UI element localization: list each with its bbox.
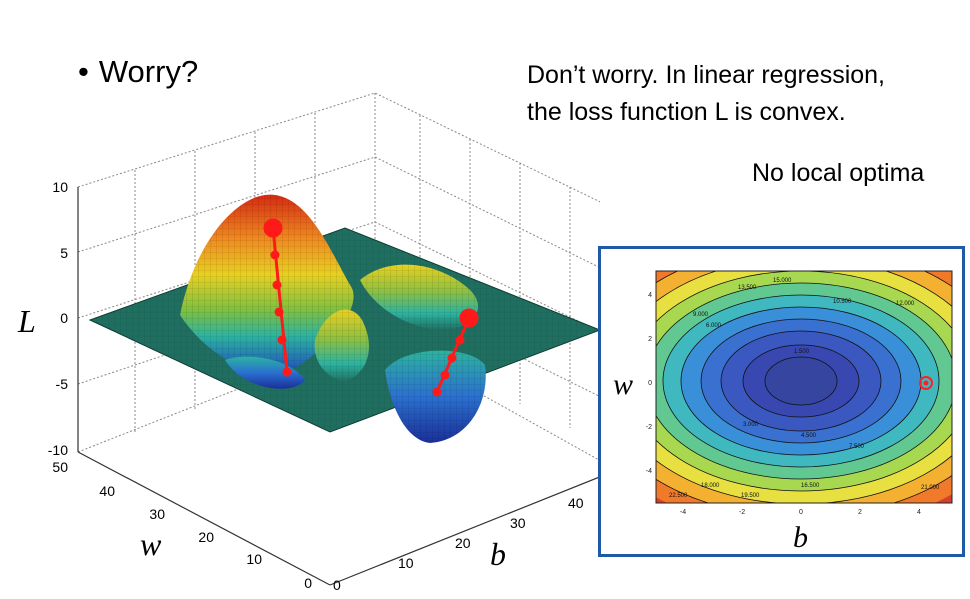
loss-surface-plot: 10 5 0 -5 -10 50 40 30 20 10 0 0 10 20 3… xyxy=(17,92,600,593)
contour-label: 6.000 xyxy=(706,323,722,329)
question-bullet: • Worry? xyxy=(78,54,198,90)
contour-label: 22.500 xyxy=(669,493,688,499)
contour-x-tick: 0 xyxy=(799,509,803,516)
answer-line-2: the loss function L is convex. xyxy=(527,98,846,126)
w-axis-label: w xyxy=(140,526,162,562)
b-tick: 20 xyxy=(455,535,471,551)
contour-y-tick: 0 xyxy=(648,380,652,387)
contour-x-tick: -4 xyxy=(680,509,686,516)
contour-x-tick: -2 xyxy=(739,509,745,516)
w-tick: 40 xyxy=(99,483,115,499)
contour-y-tick: 2 xyxy=(648,336,652,343)
w-tick: 50 xyxy=(52,459,68,475)
w-tick: 30 xyxy=(149,506,165,522)
contour-label: 19.500 xyxy=(741,493,760,499)
question-text: Worry? xyxy=(98,54,199,89)
contour-label: 1.500 xyxy=(794,349,810,355)
contour-plot: 1.500 3.000 4.500 6.000 7.500 9.000 10.5… xyxy=(613,270,953,554)
contour-y-tick: -2 xyxy=(646,424,652,431)
w-tick: 10 xyxy=(246,551,262,567)
bullet-symbol: • xyxy=(78,54,89,89)
b-tick: 0 xyxy=(333,577,341,593)
z-axis-label: L xyxy=(17,303,36,339)
b-tick: 10 xyxy=(398,555,414,571)
contour-x-tick: 4 xyxy=(917,509,921,516)
b-tick: 30 xyxy=(510,515,526,531)
answer-line-3: No local optima xyxy=(752,159,925,187)
contour-y-tick: -4 xyxy=(646,468,652,475)
contour-label: 13.500 xyxy=(738,285,757,291)
z-tick: -10 xyxy=(48,442,68,458)
contour-label: 18.000 xyxy=(701,483,720,489)
contour-b-axis-label: b xyxy=(793,521,808,554)
contour-label: 12.000 xyxy=(896,301,915,307)
z-tick: 5 xyxy=(60,245,68,261)
contour-label: 4.500 xyxy=(801,433,817,439)
contour-label: 15.000 xyxy=(773,278,792,284)
contour-label: 3.000 xyxy=(743,422,759,428)
contour-label: 21.000 xyxy=(921,485,940,491)
current-point-marker xyxy=(919,376,933,390)
answer-line-1: Don’t worry. In linear regression, xyxy=(527,61,886,89)
z-tick: 10 xyxy=(52,179,68,195)
z-tick: 0 xyxy=(60,310,68,326)
descent-path-left xyxy=(263,218,292,377)
contour-label: 10.500 xyxy=(833,299,852,305)
contour-label: 9.000 xyxy=(693,312,709,318)
z-tick: -5 xyxy=(56,376,69,392)
contour-label: 7.500 xyxy=(849,444,865,450)
contour-label: 16.500 xyxy=(801,483,820,489)
contour-x-tick: 2 xyxy=(858,509,862,516)
contour-y-tick: 4 xyxy=(648,292,652,299)
contour-inset: 1.500 3.000 4.500 6.000 7.500 9.000 10.5… xyxy=(598,246,965,557)
descent-path-right xyxy=(432,308,479,397)
b-axis-label: b xyxy=(490,536,506,572)
w-tick: 20 xyxy=(198,529,214,545)
b-tick: 40 xyxy=(568,495,584,511)
contour-w-axis-label: w xyxy=(613,368,633,401)
w-tick: 0 xyxy=(304,575,312,591)
